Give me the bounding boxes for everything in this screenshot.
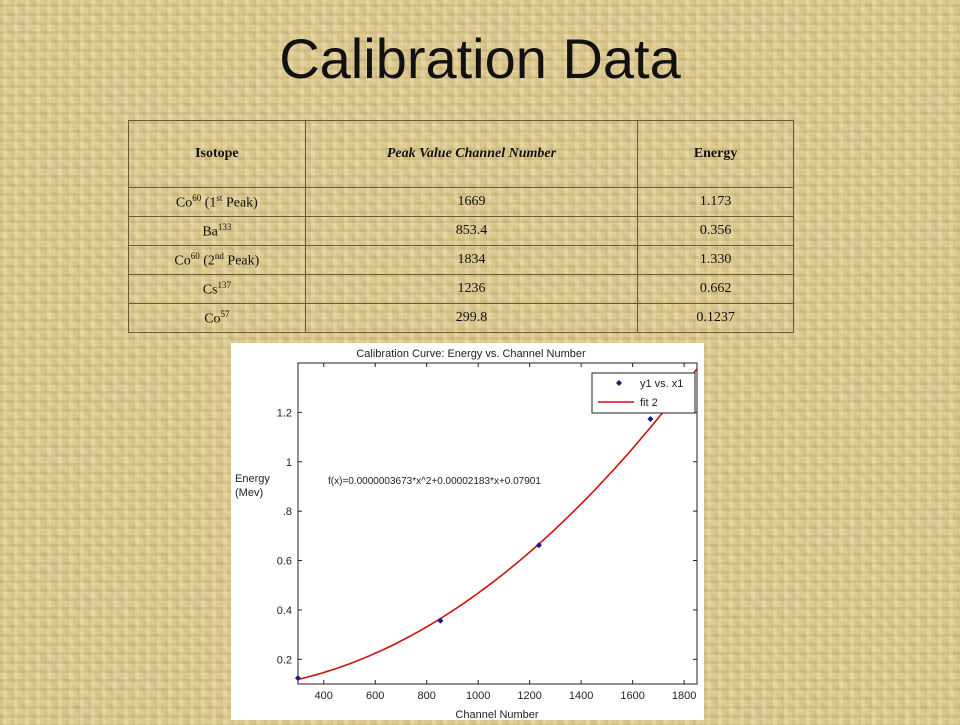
x-tick-label: 1000	[466, 690, 490, 702]
fit-curve	[297, 368, 698, 681]
table-row: Co60 (2nd Peak) 1834 1.330	[128, 245, 794, 275]
x-tick-label: 600	[366, 690, 384, 702]
table-row: Co57 299.8 0.1237	[128, 303, 794, 333]
isotope-symbol: Co	[175, 195, 193, 211]
y-tick-label: 0.6	[277, 556, 292, 568]
peak-note-ordinal: st	[216, 192, 223, 203]
data-point	[647, 416, 654, 423]
legend-marker-points	[616, 380, 622, 386]
header-peak-channel: Peak Value Channel Number	[304, 120, 639, 188]
chart-svg: Calibration Curve: Energy vs. Channel Nu…	[235, 348, 698, 721]
x-axis-label: Channel Number	[455, 709, 538, 720]
header-isotope: Isotope	[128, 120, 306, 188]
chart-title: Calibration Curve: Energy vs. Channel Nu…	[356, 348, 586, 360]
x-tick-label: 1600	[620, 690, 644, 702]
x-tick-label: 1200	[517, 690, 541, 702]
y-tick-label: .8	[283, 506, 292, 518]
x-tick-label: 1400	[569, 690, 593, 702]
cell-channel: 1834	[304, 245, 639, 275]
isotope-mass-number: 60	[190, 250, 200, 261]
x-tick-label: 400	[315, 690, 333, 702]
data-point	[294, 675, 301, 682]
peak-note-suffix: Peak)	[222, 195, 258, 211]
isotope-mass-number: 137	[217, 279, 232, 290]
y-tick-label: 1.2	[277, 407, 292, 419]
y-axis-label-line1: Energy	[235, 473, 270, 485]
isotope-mass-number: 57	[220, 308, 230, 319]
cell-isotope: Co57	[128, 303, 306, 333]
table-header-row: Isotope Peak Value Channel Number Energy	[128, 120, 794, 188]
y-tick-label: 0.2	[277, 654, 292, 666]
slide-title: Calibration Data	[279, 27, 681, 90]
cell-channel: 1669	[304, 187, 639, 217]
table-row: Cs137 1236 0.662	[128, 274, 794, 304]
cell-isotope: Cs137	[128, 274, 306, 304]
isotope-mass-number: 60	[192, 192, 202, 203]
calibration-table: Isotope Peak Value Channel Number Energy…	[128, 120, 794, 333]
fit-equation-annotation: f(x)=0.0000003673*x^2+0.00002183*x+0.079…	[328, 476, 541, 487]
data-point	[535, 542, 542, 549]
cell-energy: 0.356	[637, 216, 794, 246]
isotope-symbol: Co	[174, 253, 191, 269]
peak-note-suffix: Peak)	[223, 253, 260, 269]
legend-box	[591, 372, 696, 414]
cell-channel: 853.4	[304, 216, 639, 246]
cell-energy: 1.330	[637, 245, 794, 275]
peak-note-prefix: (1	[201, 195, 217, 211]
isotope-symbol: Co	[204, 311, 221, 327]
data-point	[437, 617, 444, 624]
legend-label-fit: fit 2	[640, 397, 658, 409]
cell-channel: 1236	[304, 274, 639, 304]
cell-isotope: Co60 (1st Peak)	[128, 187, 306, 217]
cell-energy: 0.662	[637, 274, 794, 304]
isotope-mass-number: 133	[217, 221, 232, 232]
cell-isotope: Co60 (2nd Peak)	[128, 245, 306, 275]
y-tick-label: 1	[286, 457, 292, 469]
cell-isotope: Ba133	[128, 216, 306, 246]
x-tick-label: 800	[418, 690, 436, 702]
isotope-symbol: Cs	[202, 282, 218, 298]
y-tick-label: 0.4	[277, 605, 292, 617]
peak-note-ordinal: nd	[214, 250, 224, 261]
x-tick-label: 1800	[672, 690, 696, 702]
isotope-symbol: Ba	[202, 224, 218, 240]
table-row: Co60 (1st Peak) 1669 1.173	[128, 187, 794, 217]
cell-energy: 1.173	[637, 187, 794, 217]
legend-label-points: y1 vs. x1	[640, 378, 683, 390]
cell-channel: 299.8	[304, 303, 639, 333]
header-energy: Energy	[637, 120, 794, 188]
peak-note-prefix: (2	[199, 253, 215, 269]
calibration-chart: Calibration Curve: Energy vs. Channel Nu…	[231, 343, 704, 721]
cell-energy: 0.1237	[637, 303, 794, 333]
y-axis-label-line2: (Mev)	[235, 487, 263, 499]
plot-area	[297, 362, 698, 685]
table-row: Ba133 853.4 0.356	[128, 216, 794, 246]
